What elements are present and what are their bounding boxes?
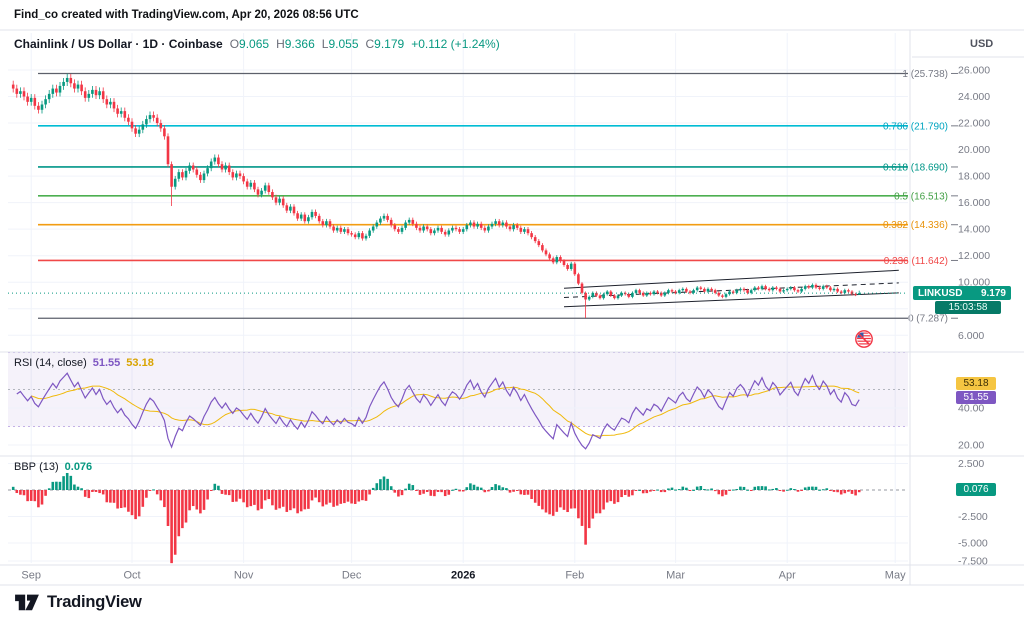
bbp-indicator-legend[interactable]: BBP (13) 0.076	[14, 461, 93, 473]
bbp-tick-label: 2.500	[958, 458, 984, 470]
price-tick-label: 10.000	[958, 277, 990, 289]
rsi-value: 51.55	[92, 357, 121, 369]
ohlc-open: O9.065	[229, 37, 270, 51]
symbol-title[interactable]: Chainlink / US Dollar · 1D · Coinbase	[14, 37, 223, 51]
rsi-indicator-legend[interactable]: RSI (14, close) 51.55 53.18	[14, 357, 154, 369]
trend-channel-line[interactable]	[563, 282, 899, 298]
time-axis-label: Mar	[666, 570, 685, 582]
time-axis-label: May	[885, 570, 906, 582]
price-change: +0.112 (+1.24%)	[411, 37, 500, 51]
bbp-histogram	[11, 472, 861, 564]
no-flag-icon[interactable]	[855, 330, 873, 348]
tradingview-logo-text: TradingView	[47, 592, 142, 611]
bar-countdown-badge: 15:03:58	[935, 300, 1001, 314]
time-axis-label: Sep	[21, 570, 41, 582]
rsi-line	[16, 372, 860, 450]
symbol-header[interactable]: Chainlink / US Dollar · 1D · Coinbase O9…	[14, 37, 500, 51]
rsi-value-badge: 51.55	[956, 391, 996, 404]
tradingview-logo[interactable]: TradingView	[14, 591, 142, 613]
price-tick-label: 16.000	[958, 197, 990, 209]
time-axis-label: 2026	[451, 570, 475, 582]
price-tick-label: 18.000	[958, 171, 990, 183]
time-axis-label: Dec	[342, 570, 362, 582]
fib-level-label: 0.382 (14.336)	[883, 220, 948, 231]
price-tick-label: 22.000	[958, 118, 990, 130]
trend-channel-line[interactable]	[563, 292, 899, 308]
fib-level-label: 0 (7.287)	[908, 314, 948, 325]
fib-level-label: 0.618 (18.690)	[883, 162, 948, 173]
currency-label[interactable]: USD	[970, 38, 994, 50]
price-tick-label: 24.000	[958, 91, 990, 103]
time-axis-label: Apr	[779, 570, 796, 582]
candlestick-series	[11, 73, 861, 319]
attribution-text: Find_co created with TradingView.com, Ap…	[14, 9, 359, 21]
price-tick-label: 6.000	[958, 330, 984, 342]
trend-channel-line[interactable]	[563, 269, 899, 289]
fib-level-label: 0.236 (11.642)	[884, 256, 948, 267]
time-axis-label: Nov	[234, 570, 254, 582]
rsi-ma-value: 53.18	[126, 357, 154, 369]
fib-level-label: 1 (25.738)	[902, 69, 948, 80]
fib-level-label: 0.786 (21.790)	[883, 121, 948, 132]
ohlc-low: L9.055	[321, 37, 359, 51]
rsi-tick-label: 20.00	[958, 440, 984, 452]
ohlc-close: C9.179	[365, 37, 405, 51]
bbp-tick-label: -5.000	[958, 538, 988, 550]
fib-level-label: 0.5 (16.513)	[894, 191, 948, 202]
bbp-tick-label: -7.500	[958, 556, 988, 568]
price-tick-label: 26.000	[958, 65, 990, 77]
price-tick-label: 20.000	[958, 144, 990, 156]
rsi-ma-badge: 53.18	[956, 377, 996, 390]
time-axis-label: Feb	[565, 570, 584, 582]
bbp-tick-label: -2.500	[958, 511, 988, 523]
rsi-ma-line	[31, 385, 860, 437]
ohlc-high: H9.366	[276, 37, 315, 51]
bbp-value-badge: 0.076	[956, 482, 996, 496]
price-tick-label: 14.000	[958, 224, 990, 236]
tradingview-logo-mark	[15, 594, 39, 611]
price-tick-label: 12.000	[958, 250, 990, 262]
bbp-value: 0.076	[64, 461, 93, 473]
rsi-tick-label: 40.00	[958, 403, 984, 415]
time-axis-label: Oct	[123, 570, 140, 582]
current-price-badge: LINKUSD 9.179	[913, 286, 1011, 301]
